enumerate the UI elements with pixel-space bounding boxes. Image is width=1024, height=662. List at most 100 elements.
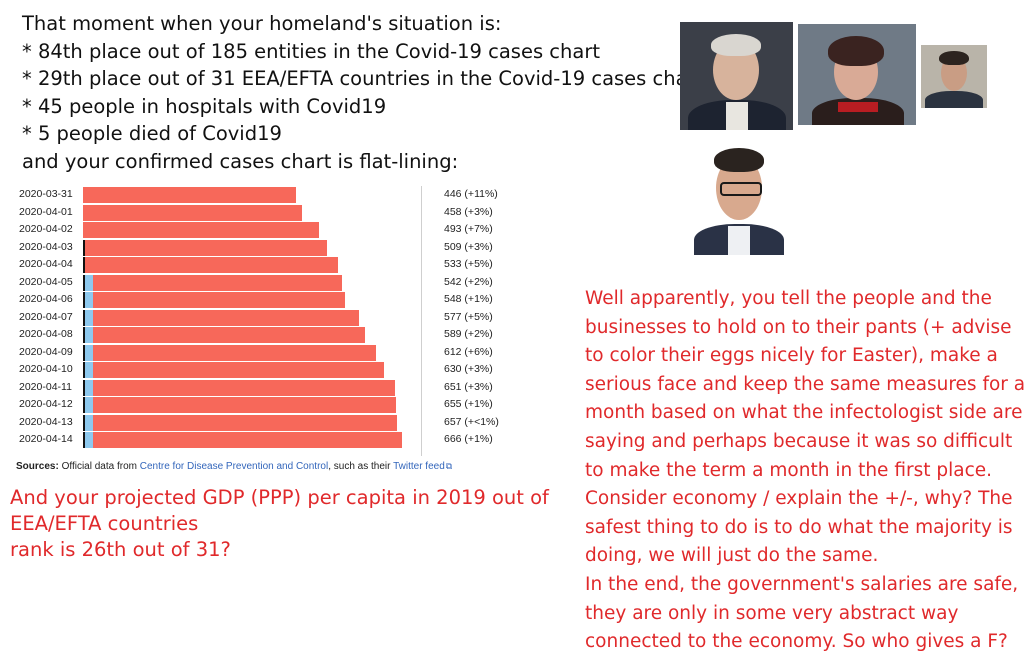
portrait-photo-2 <box>798 24 916 125</box>
gdp-line: rank is 26th out of 31? <box>10 538 231 561</box>
chart-row: 2020-04-13 657 (+<1%) <box>10 414 510 432</box>
bar-recovered <box>85 362 93 378</box>
chart-row: 2020-04-03 509 (+3%) <box>10 239 510 257</box>
commentary-line: safest thing to do is to do what the maj… <box>585 516 1013 538</box>
portrait-photo-4 <box>690 140 788 255</box>
date-label: 2020-04-09 <box>19 345 73 358</box>
gdp-line: And your projected GDP (PPP) per capita … <box>10 486 549 509</box>
date-label: 2020-04-07 <box>19 310 73 323</box>
bar-recovered <box>85 292 93 308</box>
bar-recovered <box>85 414 93 431</box>
value-label: 655 (+1%) <box>444 398 493 410</box>
chart-row: 2020-04-10 630 (+3%) <box>10 361 510 379</box>
chart-row: 2020-04-02 493 (+7%) <box>10 221 510 239</box>
bar-active <box>92 344 376 361</box>
chart-row: 2020-03-31 446 (+11%) <box>10 186 510 204</box>
value-label: 446 (+11%) <box>444 188 498 200</box>
value-label: 612 (+6%) <box>444 345 493 358</box>
intro-line: * 84th place out of 185 entities in the … <box>22 39 600 63</box>
bar-group <box>83 362 423 378</box>
chart-row: 2020-04-01 458 (+3%) <box>10 204 510 222</box>
sources-line: Sources: Official data from Centre for D… <box>16 461 452 472</box>
chart-row: 2020-04-14 666 (+1%) <box>10 431 510 449</box>
bar-deaths <box>83 379 85 396</box>
commentary-line: to color their eggs nicely for Easter), … <box>585 345 998 367</box>
bar-group <box>83 344 423 361</box>
value-label: 458 (+3%) <box>444 205 493 218</box>
bar-active <box>83 204 303 221</box>
gdp-text: And your projected GDP (PPP) per capita … <box>10 485 549 563</box>
bar-active <box>92 379 395 396</box>
intro-line: and your confirmed cases chart is flat-l… <box>22 149 459 173</box>
bar-group <box>83 239 423 256</box>
bar-group <box>83 379 423 396</box>
bar-recovered <box>85 379 93 396</box>
bar-active <box>85 239 327 256</box>
date-label: 2020-04-04 <box>19 258 73 270</box>
date-label: 2020-04-14 <box>19 433 73 445</box>
chart-row: 2020-04-12 655 (+1%) <box>10 396 510 414</box>
date-label: 2020-04-01 <box>19 205 73 218</box>
commentary-line: month based on what the infectologist si… <box>585 402 1023 424</box>
value-label: 542 (+2%) <box>444 275 493 288</box>
bar-recovered <box>85 309 93 326</box>
bar-active <box>85 257 339 273</box>
bar-recovered <box>85 327 93 343</box>
commentary-text: Well apparently, you tell the people and… <box>585 285 1024 657</box>
chart-row: 2020-04-06 548 (+1%) <box>10 291 510 309</box>
intro-line: That moment when your homeland's situati… <box>22 12 502 35</box>
chart-divider <box>421 186 422 456</box>
date-label: 2020-04-03 <box>19 240 73 253</box>
bar-deaths <box>83 432 85 448</box>
bar-group <box>83 187 423 203</box>
bar-active <box>83 187 297 203</box>
date-label: 2020-04-06 <box>19 293 73 305</box>
value-label: 657 (+<1%) <box>444 415 499 428</box>
bar-deaths <box>83 362 85 378</box>
date-label: 2020-04-11 <box>19 380 72 393</box>
bar-deaths <box>83 239 85 256</box>
chart-row: 2020-04-09 612 (+6%) <box>10 344 510 362</box>
bar-group <box>83 432 423 448</box>
commentary-line: businesses to hold on to their pants (+ … <box>585 316 1012 338</box>
commentary-line: serious face and keep the same measures … <box>585 373 1024 395</box>
bar-active <box>92 309 360 326</box>
date-label: 2020-04-02 <box>19 223 73 235</box>
value-label: 666 (+1%) <box>444 433 493 445</box>
commentary-line: they are only in some very abstract way <box>585 602 959 624</box>
bar-group <box>83 274 423 291</box>
value-label: 589 (+2%) <box>444 328 493 340</box>
twitter-feed-link[interactable]: Twitter feed <box>393 461 445 472</box>
chart-row: 2020-04-05 542 (+2%) <box>10 274 510 292</box>
external-link-icon: ⧉ <box>445 461 453 471</box>
commentary-line: In the end, the government's salaries ar… <box>585 573 1019 595</box>
date-label: 2020-04-12 <box>19 398 73 410</box>
bar-deaths <box>83 309 85 326</box>
cases-bar-chart: 2020-03-31 446 (+11%) 2020-04-01 458 (+3%) 2… <box>10 186 510 476</box>
bar-group <box>83 292 423 308</box>
ecdc-link[interactable]: Centre for Disease Prevention and Contro… <box>139 461 329 472</box>
value-label: 509 (+3%) <box>444 240 493 253</box>
bar-group <box>83 309 423 326</box>
chart-row: 2020-04-04 533 (+5%) <box>10 256 510 274</box>
date-label: 2020-04-05 <box>19 275 73 288</box>
bar-group <box>83 222 423 238</box>
bar-recovered <box>85 344 93 361</box>
sources-text-2: , such as their <box>328 461 391 472</box>
gdp-line: EEA/EFTA countries <box>10 512 199 535</box>
bar-group <box>83 397 423 413</box>
commentary-line: saying and perhaps because it was so dif… <box>585 430 1013 452</box>
value-label: 630 (+3%) <box>444 363 493 375</box>
bar-deaths <box>83 292 85 308</box>
date-label: 2020-04-10 <box>19 363 73 375</box>
bar-group <box>83 327 423 343</box>
chart-row: 2020-04-11 651 (+3%) <box>10 379 510 397</box>
chart-row: 2020-04-08 589 (+2%) <box>10 326 510 344</box>
bar-active <box>92 292 346 308</box>
portrait-photo-3 <box>921 45 987 108</box>
bar-active <box>92 432 402 448</box>
bar-group <box>83 257 423 273</box>
commentary-line: Consider economy / explain the +/-, why?… <box>585 488 1013 510</box>
bar-active <box>92 362 385 378</box>
commentary-line: doing, we will just do the same. <box>585 545 879 567</box>
